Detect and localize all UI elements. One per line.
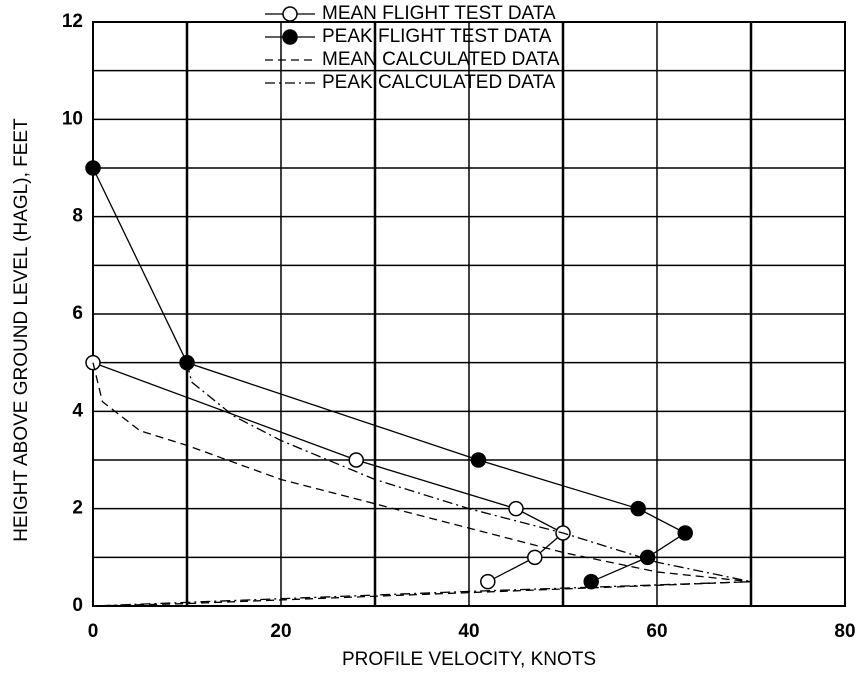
- data-point: [480, 573, 496, 590]
- plot-frame: [92, 21, 846, 607]
- x-tick-label: 40: [458, 621, 479, 642]
- data-point: [508, 500, 524, 517]
- x-tick-label: 0: [88, 621, 99, 642]
- x-tick-label: 20: [270, 621, 291, 642]
- data-point: [677, 525, 693, 541]
- y-tick-label: 2: [72, 498, 83, 519]
- data-point: [630, 500, 646, 517]
- legend-label: MEAN CALCULATED DATA: [322, 49, 560, 70]
- legend-label: PEAK CALCULATED DATA: [322, 72, 556, 93]
- y-tick-label: 8: [72, 206, 83, 227]
- y-axis-label: HEIGHT ABOVE GROUND LEVEL (HAGL), FEET: [11, 118, 32, 542]
- y-tick-label: 0: [72, 595, 83, 616]
- x-axis-label: PROFILE VELOCITY, KNOTS: [342, 649, 596, 670]
- data-point: [527, 549, 543, 566]
- y-tick-label: 6: [72, 303, 83, 324]
- data-point: [470, 452, 487, 468]
- series-line: [92, 362, 565, 583]
- data-point: [85, 160, 101, 176]
- legend-label: MEAN FLIGHT TEST DATA: [322, 3, 556, 24]
- legend-label: PEAK FLIGHT TEST DATA: [322, 26, 552, 47]
- x-tick-label: 80: [834, 621, 855, 642]
- legend-marker: [282, 29, 298, 45]
- series-line: [92, 362, 752, 607]
- series-line: [92, 167, 687, 583]
- y-tick-label: 12: [62, 11, 83, 32]
- x-tick-label: 60: [646, 621, 667, 642]
- y-tick-label: 10: [62, 108, 83, 129]
- series-line: [92, 362, 752, 607]
- y-tick-label: 4: [72, 400, 83, 421]
- data-point: [583, 573, 599, 590]
- data-point: [348, 452, 364, 468]
- legend-marker: [282, 6, 298, 22]
